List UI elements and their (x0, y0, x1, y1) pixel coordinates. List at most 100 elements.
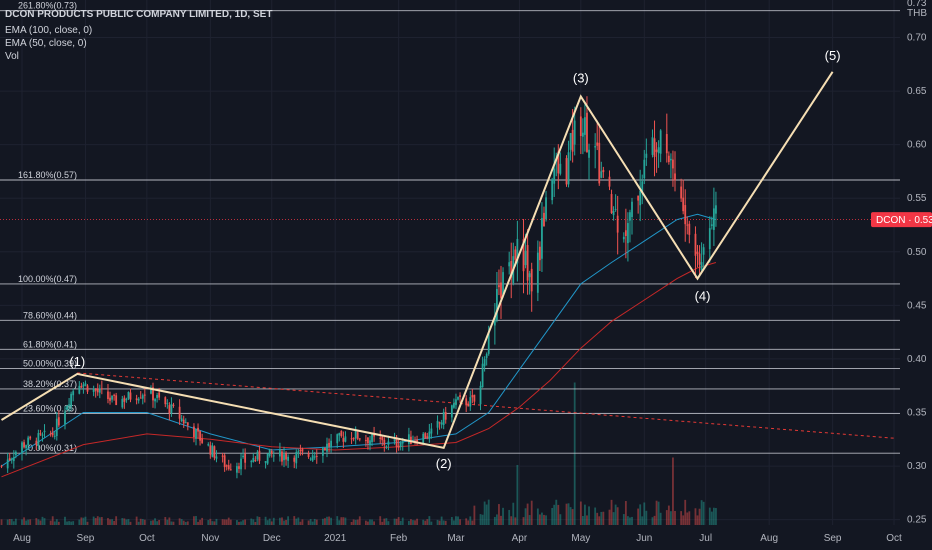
wave-label: (2) (436, 456, 452, 471)
y-tick-label: 0.30 (907, 461, 927, 472)
volume-bar (536, 508, 539, 525)
last-price-tag-label: DCON · 0.53 (876, 215, 932, 226)
volume-bar (356, 519, 359, 525)
candle-body (64, 411, 66, 425)
candle-body (450, 405, 453, 418)
elliott-wave-path[interactable] (0, 71, 834, 450)
volume-bar (401, 517, 404, 525)
x-tick-label: Mar (447, 533, 465, 544)
fibonacci-levels[interactable]: 261.80%(0.73) 161.80%(0.57) 100.00%(0.47) 7… (0, 1, 900, 454)
elliott-wave[interactable]: (1) (2) (3) (4) (5) (0, 48, 841, 471)
volume-bar (209, 518, 212, 525)
volume-bar (395, 518, 398, 525)
candle-body (600, 171, 603, 178)
candle-body (651, 137, 654, 155)
y-tick-label: 0.65 (907, 86, 927, 97)
volume-bar (51, 516, 54, 525)
candle-body (49, 433, 52, 435)
candle-body (201, 438, 204, 443)
candle-body (324, 447, 326, 451)
volume-bar (35, 518, 38, 525)
candle-body (109, 397, 111, 401)
legend-ema50[interactable]: EMA (50, close, 0) (5, 38, 87, 49)
volume-bar (25, 520, 27, 525)
volume-bar (254, 521, 257, 525)
candle-body (309, 458, 312, 460)
candle-body (53, 435, 56, 437)
legend-title: DCON PRODUCTS PUBLIC COMPANY LIMITED, 1D… (5, 9, 272, 20)
candle-body (500, 282, 502, 299)
candle-body (459, 395, 461, 397)
candle-body (702, 247, 705, 255)
x-axis[interactable]: Aug Sep Oct Nov Dec 2021 Feb Mar Apr May Jun Jul Aug… (13, 533, 902, 544)
volume-bar (330, 517, 332, 525)
candle-body (123, 397, 126, 402)
last-price-tag-bg (871, 212, 932, 228)
candle-body (100, 388, 103, 390)
candle-body (297, 451, 300, 453)
fib-level-label: 261.80%(0.73) (18, 1, 77, 11)
candle-body (367, 437, 369, 444)
candle-body (657, 147, 660, 154)
candle-body (66, 406, 68, 410)
volume-bar (588, 506, 590, 525)
candle-body (667, 155, 670, 163)
volume-bar (193, 516, 195, 525)
candle-body (598, 142, 601, 184)
trendline-layer[interactable] (77, 372, 895, 439)
volume-bar (579, 501, 582, 525)
volume-bar (708, 507, 711, 525)
volume-bar (557, 504, 560, 525)
volume-bar (455, 516, 457, 525)
candle-body (242, 455, 244, 458)
last-price-tag[interactable]: DCON · 0.53 (871, 212, 932, 228)
volume-bar (487, 499, 490, 525)
candle-body (307, 453, 310, 457)
volume-bar (336, 516, 339, 525)
candle-body (639, 190, 642, 206)
candle-body (107, 391, 109, 399)
volume-bar (182, 520, 185, 525)
volume-bar (285, 519, 287, 525)
candle-body (557, 151, 560, 174)
candle-body (170, 403, 173, 414)
legend-volume[interactable]: Vol (5, 51, 19, 62)
candle-body (665, 134, 668, 154)
candle-body (528, 273, 531, 278)
candle-body (526, 245, 529, 281)
volume-bar (643, 502, 646, 525)
candle-body (254, 460, 257, 462)
candle-body (430, 428, 433, 434)
y-axis[interactable]: 0.25 0.30 0.35 0.40 0.45 0.50 0.55 0.60 0.65 0.70 (907, 33, 927, 526)
volume-bar (223, 519, 226, 525)
candle-body (569, 133, 572, 150)
candle-body (215, 456, 218, 459)
volume-bar (639, 504, 642, 525)
volume-bar (82, 517, 85, 525)
volume-bar (168, 517, 171, 525)
candle-body (199, 430, 201, 441)
volume-bar (186, 521, 189, 525)
legend-ema100[interactable]: EMA (100, close, 0) (5, 25, 92, 36)
candle-body (272, 455, 275, 457)
wave-label: (5) (825, 48, 841, 63)
candle-body (0, 465, 3, 467)
volume-bar (301, 519, 304, 525)
volume-bar (422, 519, 425, 525)
volume-bar (72, 521, 75, 525)
volume-bar (467, 520, 470, 525)
volume-bar (440, 516, 443, 525)
candle-body (364, 440, 367, 442)
volume-bar (129, 521, 132, 525)
volume-bar (96, 516, 99, 525)
candle-body (258, 450, 261, 461)
candle-body (385, 446, 388, 448)
fib-level-label: 78.60%(0.44) (23, 310, 77, 320)
candle-body (111, 395, 113, 400)
x-tick-label: Oct (139, 533, 155, 544)
volume-bar (80, 517, 83, 525)
y-tick-label: 0.50 (907, 247, 927, 258)
dashed-trendline[interactable] (77, 372, 895, 439)
